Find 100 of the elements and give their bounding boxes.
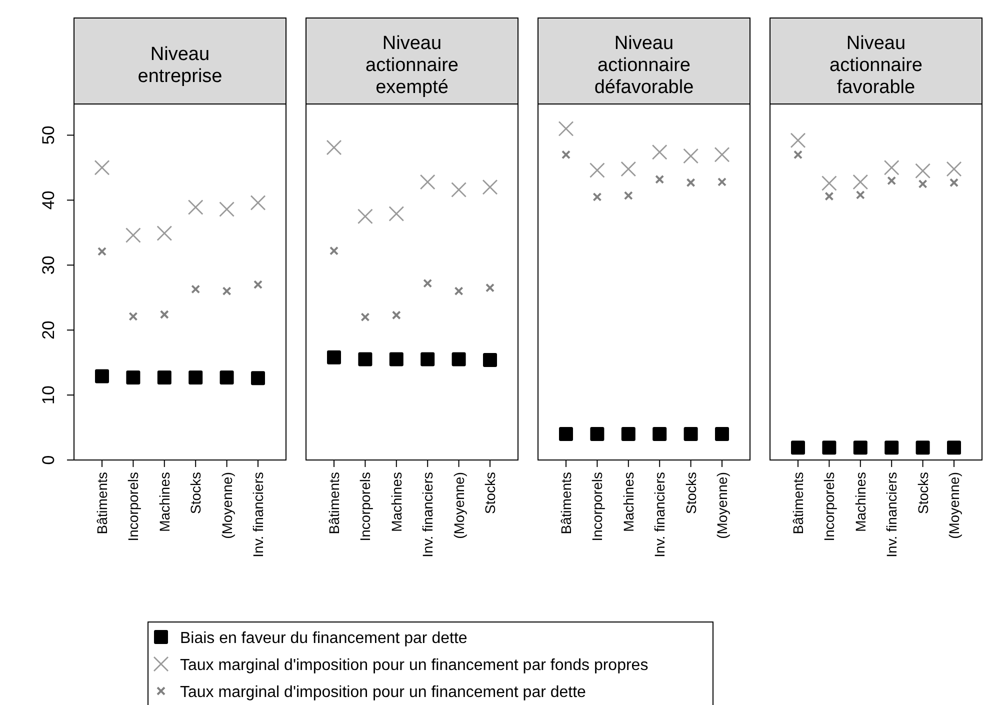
x-tick-label: Machines: [620, 472, 636, 532]
point: [360, 312, 370, 322]
x-tick-label: Incorporels: [125, 472, 142, 542]
x-tick-label: Bâtiments: [326, 472, 342, 534]
point: [824, 192, 834, 201]
point: [98, 246, 106, 256]
point: [454, 286, 464, 296]
point: [330, 246, 338, 256]
x-tick-label: Machines: [156, 472, 172, 532]
point: [624, 191, 633, 200]
y-tick-label: 20: [39, 320, 58, 340]
point: [358, 208, 373, 224]
point: [946, 161, 962, 177]
x-tick-label: Bâtiments: [790, 472, 806, 534]
point: [126, 228, 141, 243]
point: [254, 280, 262, 290]
point: [392, 310, 401, 320]
x-tick-label: Machines: [852, 472, 868, 532]
point: [423, 278, 432, 288]
x-tick-label: Bâtiments: [558, 472, 574, 534]
point: [590, 427, 604, 442]
point: [250, 195, 266, 210]
point: [219, 202, 234, 217]
point: [191, 284, 200, 294]
x-tick-label: Inv. financiers: [420, 472, 436, 558]
point: [188, 200, 204, 215]
point: [156, 226, 172, 241]
point: [686, 178, 696, 188]
x-tick-label: (Moyenne): [714, 472, 730, 539]
point: [451, 182, 466, 198]
point: [884, 440, 899, 455]
point: [620, 161, 636, 177]
point: [853, 440, 868, 455]
point: [884, 160, 900, 176]
point: [562, 150, 570, 160]
x-tick-label: Incorporels: [357, 472, 374, 542]
x-tick-label: Inv. financiers: [652, 472, 668, 558]
point: [718, 177, 726, 186]
y-tick-label: 30: [39, 256, 58, 275]
point: [420, 352, 435, 366]
y-tick-label: 50: [39, 126, 58, 145]
chart-title: Niveau actionnaire favorable: [830, 33, 922, 98]
point: [822, 176, 837, 191]
x-tick-label: Machines: [388, 472, 404, 532]
point: [251, 371, 265, 386]
point: [652, 144, 668, 160]
x-tick-label: Inv. financiers: [250, 472, 266, 558]
point: [95, 369, 109, 384]
point: [486, 283, 494, 292]
point: [684, 427, 698, 442]
point: [950, 178, 958, 188]
point: [358, 352, 372, 366]
x-tick-label: Stocks: [482, 472, 498, 514]
y-tick-label: 0: [39, 455, 58, 465]
point: [558, 120, 574, 136]
point: [326, 140, 342, 156]
point: [590, 162, 605, 178]
point: [157, 370, 172, 384]
chart-title: Niveau entreprise: [138, 44, 222, 87]
point: [482, 179, 498, 195]
x-tick-label: Inv. financiers: [884, 472, 900, 558]
point: [388, 206, 404, 222]
x-tick-label: Bâtiments: [94, 472, 110, 534]
point: [822, 440, 836, 455]
x-tick-label: (Moyenne): [946, 472, 962, 539]
chart-title: Niveau actionnaire exempté: [366, 33, 458, 98]
x-tick-label: Stocks: [914, 472, 931, 514]
x-tick-label: Incorporels: [589, 472, 606, 542]
legend-label: Taux marginal d'imposition pour un financement par fonds propres: [180, 657, 648, 674]
point: [791, 440, 805, 455]
point: [389, 352, 404, 366]
x-tick-label: Incorporels: [821, 472, 838, 542]
point: [452, 352, 466, 366]
point: [222, 286, 232, 296]
point: [220, 370, 234, 384]
point: [559, 427, 573, 442]
point: [128, 312, 138, 321]
point: [790, 132, 806, 148]
point: [126, 370, 140, 384]
point: [856, 190, 865, 200]
point: [652, 427, 667, 442]
x-tick-label: Stocks: [682, 472, 699, 514]
point: [794, 150, 802, 160]
point: [683, 148, 698, 164]
point: [188, 370, 203, 384]
point: [918, 179, 928, 188]
point: [916, 440, 930, 455]
point: [592, 192, 602, 202]
x-tick-label: Stocks: [188, 472, 204, 514]
point: [655, 174, 664, 184]
legend-label: Biais en faveur du financement par dette: [180, 630, 468, 647]
point: [621, 427, 636, 442]
y-tick-label: 40: [39, 190, 58, 210]
point: [420, 174, 436, 190]
point: [94, 160, 110, 176]
point: [852, 174, 868, 190]
point: [915, 163, 930, 179]
x-tick-label: (Moyenne): [450, 472, 467, 539]
point: [160, 310, 169, 319]
point: [947, 440, 961, 455]
